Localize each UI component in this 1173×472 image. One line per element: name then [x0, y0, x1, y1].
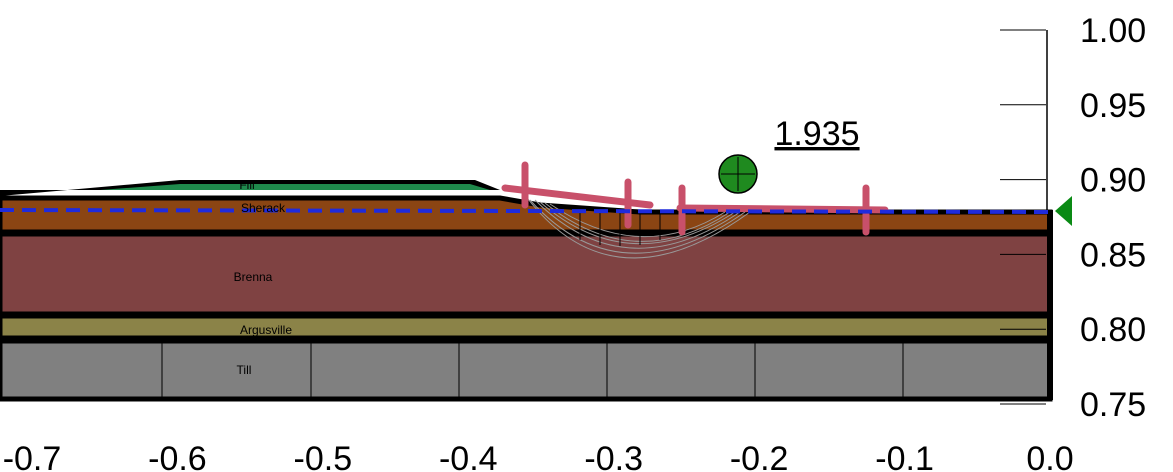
y-tick-label: 0.80	[1080, 311, 1146, 349]
layer-label: Brenna	[234, 270, 273, 284]
y-tick-label: 0.95	[1080, 87, 1146, 125]
x-tick-label: -0.6	[148, 440, 207, 472]
layer-label: Fill	[239, 178, 254, 192]
layer-label: Till	[237, 363, 252, 377]
layer-label: Argusville	[240, 323, 292, 337]
brenna-layer	[0, 234, 1050, 314]
x-tick-label: -0.1	[875, 440, 934, 472]
y-tick-label: 0.85	[1080, 236, 1146, 274]
y-tick-label: 0.75	[1080, 386, 1146, 424]
x-tick-label: -0.2	[730, 440, 789, 472]
argusville-layer	[0, 316, 1050, 338]
slope-view: 1.935 Fill Sherack Brenna Argusville Til…	[0, 0, 1173, 472]
water-marker	[1055, 196, 1072, 226]
x-tick-label: 0.0	[1026, 440, 1073, 472]
x-tick-label: -0.4	[439, 440, 498, 472]
x-tick-label: -0.7	[3, 440, 62, 472]
x-tick-label: -0.5	[294, 440, 353, 472]
y-tick-label: 1.00	[1080, 12, 1146, 50]
till-layer	[0, 341, 1050, 399]
layer-label: Sherack	[241, 201, 286, 215]
y-tick-label: 0.90	[1080, 162, 1146, 200]
x-tick-label: -0.3	[584, 440, 643, 472]
factor-of-safety: 1.935	[774, 115, 859, 153]
